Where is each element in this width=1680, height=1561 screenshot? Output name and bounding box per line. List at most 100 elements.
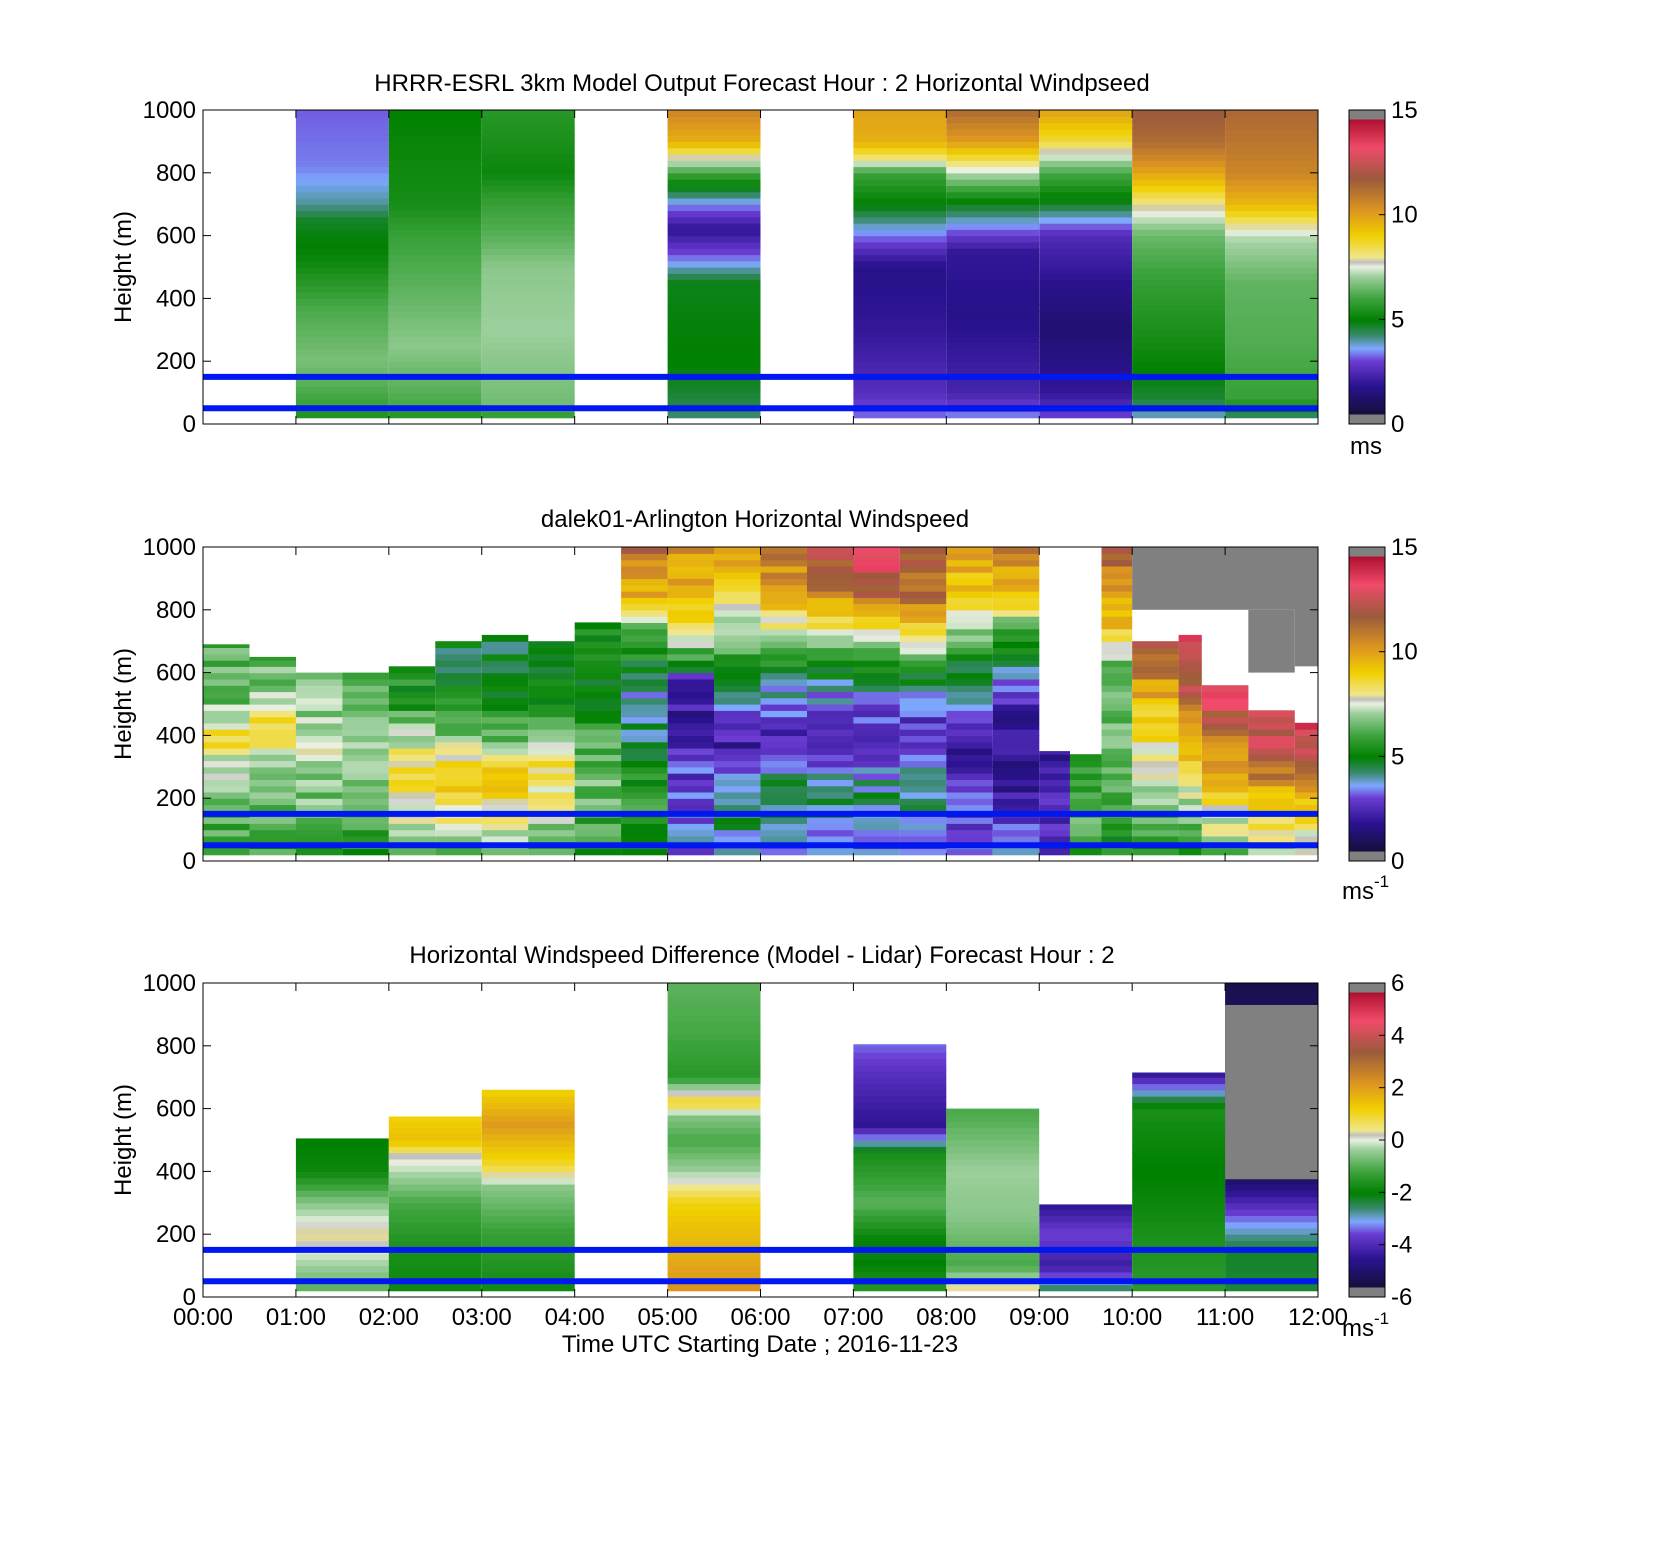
heatmap-cell: [1101, 829, 1133, 837]
heatmap-cell: [899, 716, 947, 724]
heatmap-cell: [1039, 1253, 1133, 1260]
heatmap-cell: [946, 653, 993, 661]
heatmap-cell: [481, 1140, 575, 1147]
heatmap-cell: [899, 553, 947, 561]
heatmap-cell: [574, 660, 622, 667]
heatmap-cell: [1294, 754, 1318, 762]
heatmap-cell: [667, 1114, 761, 1122]
heatmap-cell: [621, 616, 668, 623]
heatmap-cell: [667, 348, 761, 356]
heatmap-cell: [295, 1140, 389, 1147]
heatmap-cell: [1294, 835, 1318, 843]
heatmap-cell: [1132, 691, 1179, 699]
heatmap-cell: [1101, 622, 1133, 630]
heatmap-cell: [295, 835, 343, 843]
heatmap-cell: [249, 678, 296, 686]
heatmap-cell: [667, 835, 715, 843]
heatmap-cell: [853, 248, 947, 256]
heatmap-cell: [714, 697, 761, 705]
heatmap-cell: [946, 342, 1040, 350]
heatmap-cell: [714, 565, 761, 573]
heatmap-cell: [1039, 773, 1070, 780]
heatmap-cell: [342, 779, 389, 787]
heatmap-cell: [1132, 267, 1226, 274]
heatmap-cell: [1225, 166, 1318, 174]
heatmap-cell: [853, 1171, 947, 1179]
heatmap-cell: [1039, 154, 1133, 161]
heatmap-cell: [992, 735, 1040, 743]
heatmap-cell: [853, 817, 900, 824]
heatmap-cell: [899, 710, 947, 718]
heatmap-cell: [946, 267, 1040, 274]
colorbar-tick-label: 4: [1391, 1022, 1404, 1049]
heatmap-cell: [667, 1127, 761, 1135]
heatmap-cell: [1101, 791, 1133, 799]
heatmap-cell: [853, 672, 900, 680]
heatmap-cell: [249, 722, 296, 730]
heatmap-cell: [667, 1020, 761, 1028]
heatmap-cell: [342, 804, 389, 812]
heatmap-cell: [714, 848, 761, 856]
heatmap-cell: [760, 829, 807, 837]
heatmap-cell: [388, 773, 436, 780]
heatmap-cell: [1225, 216, 1318, 224]
heatmap-cell: [1225, 1253, 1318, 1260]
heatmap-cell: [853, 565, 900, 573]
heatmap-cell: [760, 716, 807, 724]
heatmap-cell: [1225, 241, 1318, 249]
heatmap-cell: [667, 559, 715, 567]
heatmap-cell: [295, 1215, 389, 1223]
heatmap-cell: [853, 1133, 947, 1141]
heatmap-cell: [899, 672, 947, 680]
heatmap-cell: [481, 386, 575, 394]
y-tick-label: 0: [183, 411, 196, 438]
heatmap-cell: [1201, 716, 1249, 724]
heatmap-cell: [1132, 804, 1179, 812]
heatmap-cell: [295, 229, 389, 237]
heatmap-cell: [760, 609, 807, 617]
heatmap-cell: [1039, 128, 1133, 136]
heatmap-cell: [760, 628, 807, 636]
heatmap-cell: [1132, 1184, 1226, 1191]
heatmap-cell: [249, 798, 296, 806]
heatmap-cell: [621, 685, 668, 693]
heatmap-cell: [1039, 323, 1133, 331]
heatmap-cell: [295, 710, 343, 718]
heatmap-cell: [853, 660, 900, 667]
heatmap-cell: [249, 817, 296, 824]
heatmap-cell: [435, 653, 482, 661]
heatmap-cell: [203, 716, 250, 724]
panel2-colorbar: [1348, 546, 1386, 862]
heatmap-cell: [1201, 791, 1249, 799]
no-data-region: [1132, 547, 1318, 610]
heatmap-cell: [853, 1127, 947, 1135]
heatmap-cell: [388, 179, 482, 186]
heatmap-cell: [1201, 823, 1249, 831]
heatmap-cell: [203, 848, 250, 856]
heatmap-cell: [1225, 135, 1318, 142]
heatmap-cell: [946, 1196, 1040, 1204]
heatmap-cell: [1132, 1221, 1226, 1229]
heatmap-cell: [388, 1152, 482, 1160]
heatmap-cell: [1201, 785, 1249, 793]
heatmap-cell: [946, 1184, 1040, 1191]
heatmap-cell: [295, 116, 389, 124]
heatmap-cell: [667, 1196, 761, 1204]
heatmap-cell: [1039, 304, 1133, 312]
heatmap-cell: [1039, 267, 1133, 274]
heatmap-cell: [1132, 1177, 1226, 1185]
heatmap-cell: [528, 785, 575, 793]
heatmap-cell: [946, 722, 993, 730]
heatmap-cell: [807, 848, 854, 856]
heatmap-cell: [295, 729, 343, 736]
heatmap-cell: [853, 1221, 947, 1229]
heatmap-cell: [946, 785, 993, 793]
heatmap-cell: [203, 697, 250, 705]
heatmap-cell: [1132, 1140, 1226, 1147]
heatmap-cell: [1069, 766, 1102, 774]
heatmap-cell: [1294, 779, 1318, 787]
heatmap-cell: [1101, 685, 1133, 693]
heatmap-cell: [1225, 398, 1318, 406]
heatmap-cell: [1039, 279, 1133, 287]
